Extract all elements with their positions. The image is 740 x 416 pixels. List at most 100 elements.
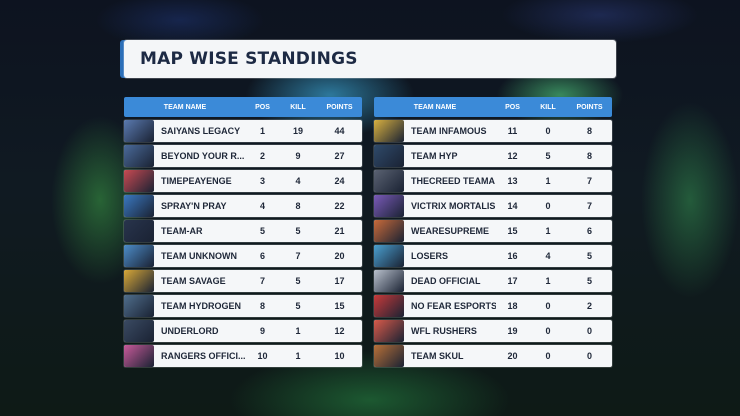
table-header: TEAM NAME POS KILL POINTS — [124, 97, 362, 117]
team-name: TEAM HYDROGEN — [161, 301, 242, 311]
table-row: LOSERS 16 4 5 — [374, 245, 612, 267]
team-name: TEAM UNKNOWN — [161, 251, 237, 261]
hydrogen-logo-icon — [124, 295, 154, 317]
header-kill: KILL — [540, 103, 556, 111]
team-pos: 20 — [507, 351, 518, 361]
team-points: 22 — [334, 201, 345, 211]
team-points: 5 — [586, 276, 592, 286]
team-kill: 0 — [545, 326, 551, 336]
skul-logo-icon — [374, 345, 404, 367]
team-kill: 5 — [295, 276, 301, 286]
team-pos: 6 — [259, 251, 265, 261]
spraynpray-logo-icon — [124, 195, 154, 217]
team-kill: 4 — [295, 176, 301, 186]
table-row: DEAD OFFICIAL 17 1 5 — [374, 270, 612, 292]
team-name: DEAD OFFICIAL — [411, 276, 481, 286]
table-row: TEAM INFAMOUS 11 0 8 — [374, 120, 612, 142]
table-row: THECREED TEAMA 13 1 7 — [374, 170, 612, 192]
team-pos: 13 — [507, 176, 518, 186]
team-name: TIMEPEAYENGE — [161, 176, 232, 186]
dead-logo-icon — [374, 270, 404, 292]
table-row: TEAM SAVAGE 7 5 17 — [124, 270, 362, 292]
team-kill: 0 — [545, 301, 551, 311]
team-points: 27 — [334, 151, 345, 161]
header-kill: KILL — [290, 103, 306, 111]
team-pos: 17 — [507, 276, 518, 286]
unknown-logo-icon — [124, 245, 154, 267]
table-row: SPRAY'N PRAY 4 8 22 — [124, 195, 362, 217]
header-pos: POS — [255, 103, 270, 111]
team-pos: 5 — [259, 226, 265, 236]
table-row: TEAM HYP 12 5 8 — [374, 145, 612, 167]
header-pos: POS — [505, 103, 520, 111]
team-kill: 0 — [545, 201, 551, 211]
header-points: POINTS — [576, 103, 603, 111]
team-pos: 19 — [507, 326, 518, 336]
infamous-logo-icon — [374, 120, 404, 142]
hyp-logo-icon — [374, 145, 404, 167]
table-row: TEAM HYDROGEN 8 5 15 — [124, 295, 362, 317]
team-kill: 1 — [545, 176, 551, 186]
table-rows: SAIYANS LEGACY 1 19 44 BEYOND YOUR R... 2 9 27 T… — [124, 120, 362, 367]
team-pos: 1 — [259, 126, 265, 136]
team-name: BEYOND YOUR R... — [161, 151, 245, 161]
savage-logo-icon — [124, 270, 154, 292]
team-points: 21 — [334, 226, 345, 236]
table-row: RANGERS OFFICI... 10 1 10 — [124, 345, 362, 367]
rangers-logo-icon — [124, 345, 154, 367]
team-kill: 5 — [295, 301, 301, 311]
team-points: 7 — [586, 176, 592, 186]
table-row: BEYOND YOUR R... 2 9 27 — [124, 145, 362, 167]
team-points: 7 — [586, 201, 592, 211]
team-name: TEAM-AR — [161, 226, 203, 236]
wfl-logo-icon — [374, 320, 404, 342]
team-name: UNDERLORD — [161, 326, 219, 336]
losers-logo-icon — [374, 245, 404, 267]
nofear-logo-icon — [374, 295, 404, 317]
team-pos: 16 — [507, 251, 518, 261]
team-points: 0 — [586, 326, 592, 336]
table-row: TIMEPEAYENGE 3 4 24 — [124, 170, 362, 192]
team-kill: 8 — [295, 201, 301, 211]
wearesupreme-logo-icon — [374, 220, 404, 242]
team-name: NO FEAR ESPORTS — [411, 301, 496, 311]
team-kill: 5 — [295, 226, 301, 236]
team-kill: 0 — [545, 126, 551, 136]
team-name: SPRAY'N PRAY — [161, 201, 227, 211]
table-row: NO FEAR ESPORTS 18 0 2 — [374, 295, 612, 317]
saiyans-logo-icon — [124, 120, 154, 142]
table-row: WFL RUSHERS 19 0 0 — [374, 320, 612, 342]
table-row: TEAM SKUL 20 0 0 — [374, 345, 612, 367]
team-points: 10 — [334, 351, 345, 361]
header-team-name: TEAM NAME — [163, 103, 207, 111]
title-bar: MAP WISE STANDINGS — [124, 40, 616, 78]
beyond-logo-icon — [124, 145, 154, 167]
table-header: TEAM NAME POS KILL POINTS — [374, 97, 612, 117]
team-kill: 19 — [292, 126, 303, 136]
team-name: THECREED TEAMA — [411, 176, 496, 186]
team-pos: 4 — [259, 201, 265, 211]
team-points: 24 — [334, 176, 345, 186]
team-points: 12 — [334, 326, 345, 336]
team-pos: 2 — [259, 151, 265, 161]
team-points: 15 — [334, 301, 345, 311]
standings-table-left: TEAM NAME POS KILL POINTS SAIYANS LEGACY… — [124, 97, 362, 370]
table-row: TEAM UNKNOWN 6 7 20 — [124, 245, 362, 267]
team-pos: 10 — [257, 351, 268, 361]
header-team-name: TEAM NAME — [413, 103, 457, 111]
team-points: 8 — [586, 126, 592, 136]
team-pos: 15 — [507, 226, 518, 236]
team-kill: 0 — [545, 351, 551, 361]
page-title: MAP WISE STANDINGS — [140, 49, 358, 69]
table-row: UNDERLORD 9 1 12 — [124, 320, 362, 342]
team-kill: 7 — [295, 251, 301, 261]
team-kill: 1 — [295, 351, 301, 361]
table-row: TEAM-AR 5 5 21 — [124, 220, 362, 242]
team-name: TEAM SAVAGE — [161, 276, 226, 286]
team-name: TEAM HYP — [411, 151, 458, 161]
team-points: 6 — [586, 226, 592, 236]
team-points: 0 — [586, 351, 592, 361]
table-row: SAIYANS LEGACY 1 19 44 — [124, 120, 362, 142]
team-points: 8 — [586, 151, 592, 161]
standings-table-right: TEAM NAME POS KILL POINTS TEAM INFAMOUS 1… — [374, 97, 612, 370]
